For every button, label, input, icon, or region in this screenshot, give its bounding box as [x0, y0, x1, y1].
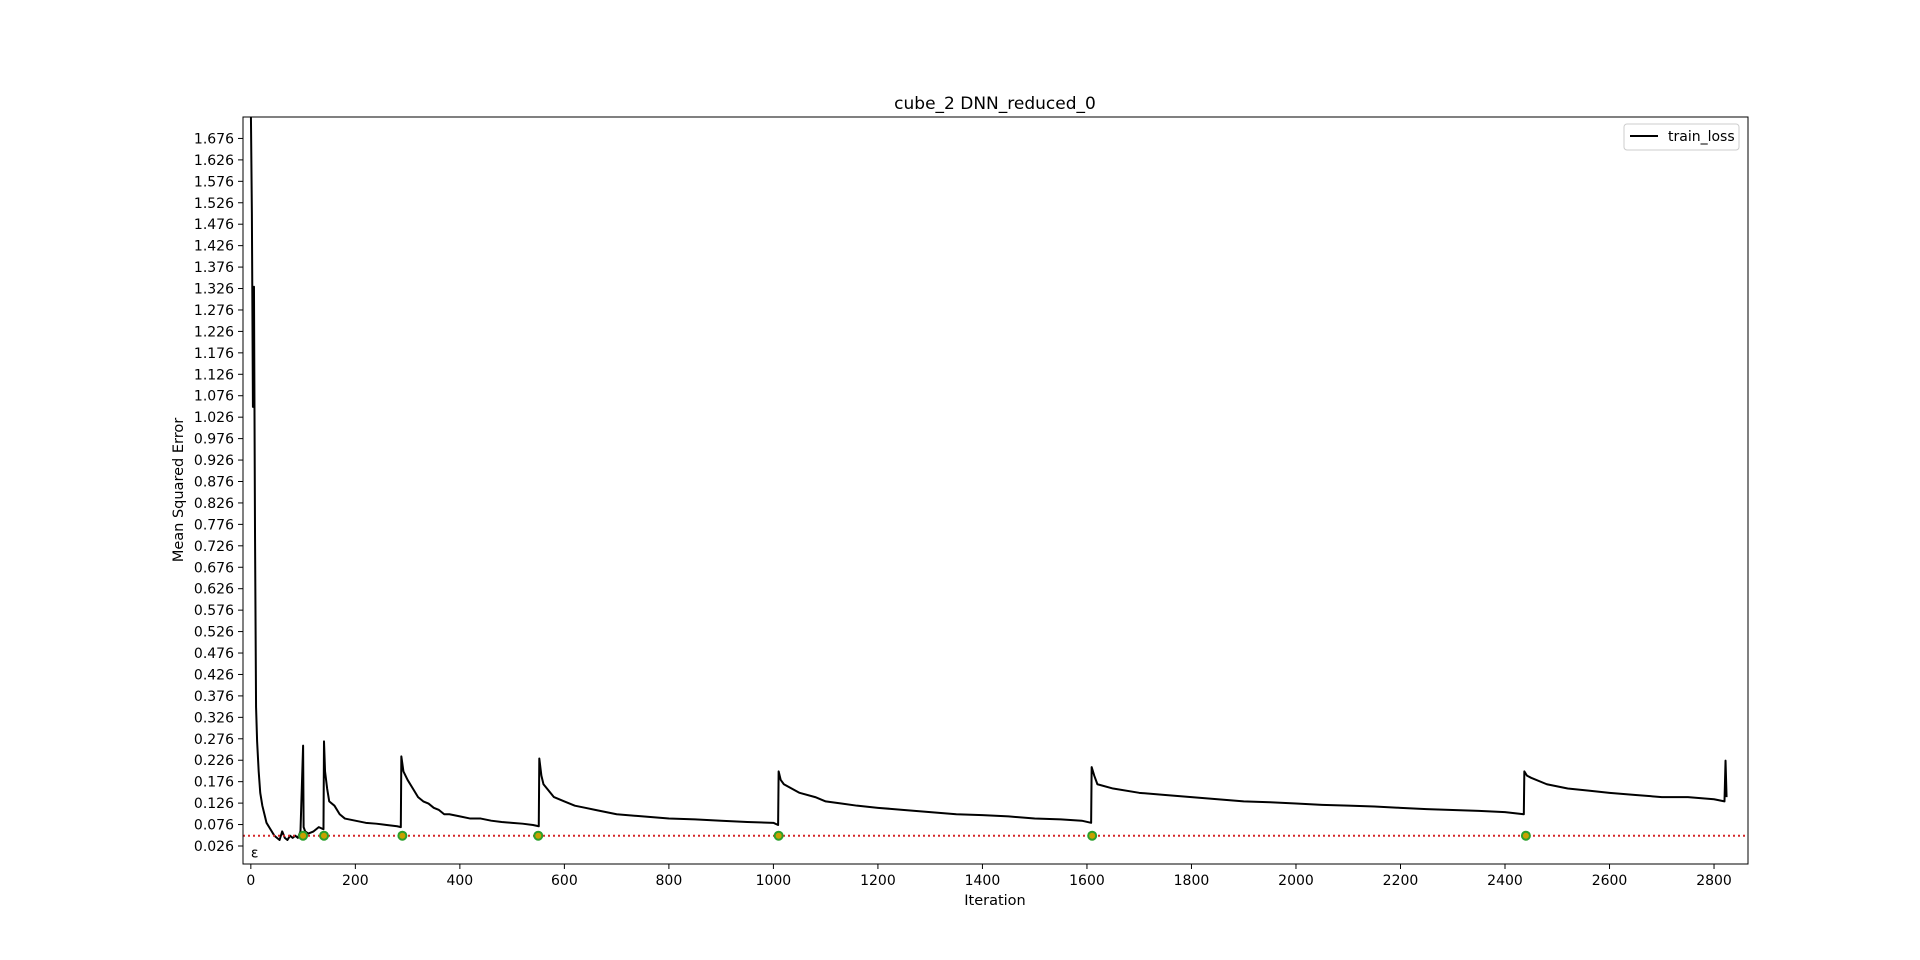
y-tick-label: 0.476	[194, 646, 234, 662]
y-tick-label: 1.226	[194, 324, 234, 340]
y-tick-label: 1.676	[194, 131, 234, 147]
plot-area: ε	[242, 116, 1749, 865]
y-tick-label: 0.226	[194, 753, 234, 769]
y-tick-label: 0.076	[194, 818, 234, 834]
y-tick-label: 1.626	[194, 153, 234, 169]
x-tick-label: 0	[246, 873, 255, 889]
reduction-marker	[318, 830, 329, 841]
chart-title: cube_2 DNN_reduced_0	[894, 94, 1096, 114]
reduction-marker	[773, 830, 784, 841]
y-tick-label: 0.726	[194, 539, 234, 555]
x-tick-label: 600	[551, 873, 578, 889]
y-tick-label: 0.376	[194, 689, 234, 705]
epsilon-label: ε	[251, 846, 259, 862]
y-tick-label: 1.176	[194, 346, 234, 362]
x-tick-label: 1200	[860, 873, 896, 889]
y-tick-label: 1.076	[194, 389, 234, 405]
y-tick-label: 0.676	[194, 560, 234, 576]
marker-layer	[298, 830, 1531, 841]
y-tick-label: 1.376	[194, 260, 234, 276]
line-layer	[249, 117, 1728, 841]
x-tick-label: 800	[656, 873, 683, 889]
x-axis-label: Iteration	[964, 893, 1026, 909]
y-tick-label: 0.326	[194, 710, 234, 726]
series-line-train_loss	[249, 117, 1728, 841]
x-tick-label: 400	[446, 873, 473, 889]
y-tick-label: 0.776	[194, 517, 234, 533]
y-axis-label: Mean Squared Error	[171, 418, 187, 562]
y-tick-label: 0.576	[194, 603, 234, 619]
x-tick-label: 2200	[1383, 873, 1419, 889]
x-tick-label: 2000	[1278, 873, 1314, 889]
y-tick-label: 1.126	[194, 367, 234, 383]
y-tick-label: 1.426	[194, 239, 234, 255]
y-tick-label: 1.476	[194, 217, 234, 233]
y-tick-label: 0.426	[194, 667, 234, 683]
y-tick-label: 0.276	[194, 732, 234, 748]
y-tick-label: 0.826	[194, 496, 234, 512]
y-tick-label: 1.576	[194, 174, 234, 190]
y-tick-label: 1.026	[194, 410, 234, 426]
reduction-marker	[397, 830, 408, 841]
y-tick-label: 0.176	[194, 775, 234, 791]
reduction-marker	[1520, 830, 1531, 841]
y-tick-label: 0.926	[194, 453, 234, 469]
legend-label-train-loss: train_loss	[1668, 129, 1735, 145]
x-axis: 0 200 400 600 800 1000 1200 1400 1600 1800 2000 220…	[246, 864, 1732, 889]
x-tick-label: 1800	[1174, 873, 1210, 889]
y-tick-label: 0.126	[194, 796, 234, 812]
y-tick-label: 0.976	[194, 432, 234, 448]
reduction-marker	[1087, 830, 1098, 841]
reduction-marker	[533, 830, 544, 841]
y-tick-label: 0.876	[194, 474, 234, 490]
y-tick-label: 1.276	[194, 303, 234, 319]
epsilon-layer: ε	[243, 834, 1748, 862]
y-tick-label: 0.026	[194, 839, 234, 855]
y-tick-label: 0.626	[194, 582, 234, 598]
y-tick-label: 1.326	[194, 282, 234, 298]
x-tick-label: 1400	[965, 873, 1001, 889]
x-tick-label: 2400	[1487, 873, 1523, 889]
y-tick-label: 0.526	[194, 625, 234, 641]
reduction-marker	[298, 830, 309, 841]
x-tick-label: 1000	[756, 873, 792, 889]
axes-frame	[242, 116, 1749, 865]
x-tick-label: 2600	[1592, 873, 1628, 889]
x-tick-label: 200	[342, 873, 369, 889]
y-axis: 0.026 0.076 0.126 0.176 0.226 0.276 0.326 0.376…	[194, 131, 243, 855]
legend: train_loss	[1623, 123, 1740, 151]
y-tick-label: 1.526	[194, 196, 234, 212]
legend-box	[1623, 123, 1740, 151]
x-tick-label: 2800	[1696, 873, 1732, 889]
x-tick-label: 1600	[1069, 873, 1105, 889]
